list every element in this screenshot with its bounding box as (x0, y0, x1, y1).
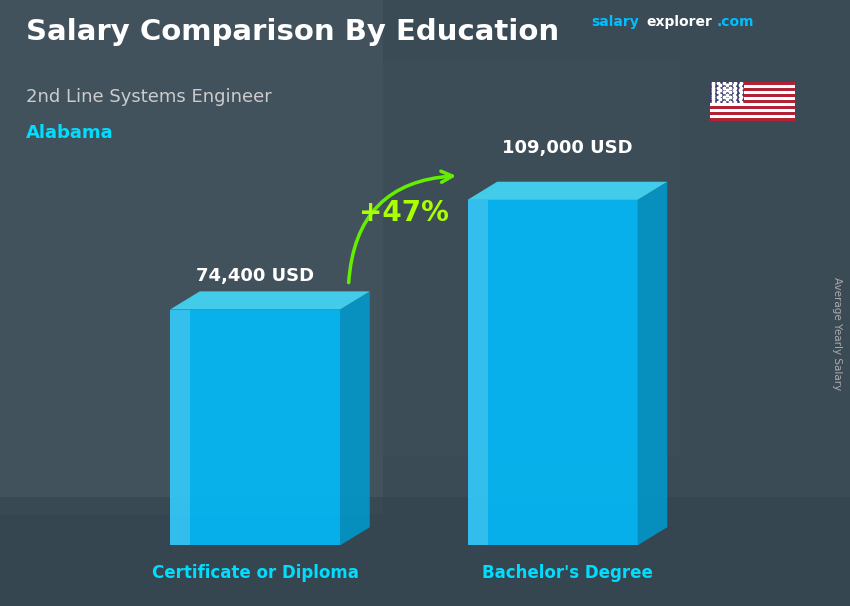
Bar (710, 91, 795, 94)
Bar (710, 109, 795, 112)
Bar (710, 97, 795, 100)
Bar (710, 100, 795, 103)
Bar (710, 118, 795, 121)
Text: explorer: explorer (646, 15, 711, 29)
Text: Salary Comparison By Education: Salary Comparison By Education (26, 18, 558, 46)
Bar (710, 115, 795, 118)
Text: 109,000 USD: 109,000 USD (502, 139, 632, 158)
Polygon shape (170, 291, 370, 310)
Bar (710, 103, 795, 106)
Text: 2nd Line Systems Engineer: 2nd Line Systems Engineer (26, 88, 271, 106)
Text: 74,400 USD: 74,400 USD (196, 267, 314, 285)
Bar (382, 61, 680, 455)
Bar (710, 85, 795, 88)
Bar (710, 88, 795, 91)
Text: Alabama: Alabama (26, 124, 113, 142)
Polygon shape (468, 200, 638, 545)
Polygon shape (638, 182, 667, 545)
Bar (0, 497, 850, 606)
Text: Bachelor's Degree: Bachelor's Degree (482, 564, 653, 582)
Polygon shape (340, 291, 370, 545)
Text: +47%: +47% (359, 199, 449, 227)
Text: .com: .com (717, 15, 754, 29)
Text: Average Yearly Salary: Average Yearly Salary (832, 277, 842, 390)
Polygon shape (170, 310, 190, 545)
Text: salary: salary (591, 15, 638, 29)
Bar (710, 112, 795, 115)
Polygon shape (468, 200, 488, 545)
Bar (710, 94, 795, 97)
Text: Certificate or Diploma: Certificate or Diploma (151, 564, 359, 582)
Polygon shape (468, 182, 667, 200)
Bar (710, 106, 795, 109)
Bar (0, 0, 382, 515)
Bar (710, 82, 744, 103)
Polygon shape (170, 310, 340, 545)
Bar (710, 82, 795, 85)
